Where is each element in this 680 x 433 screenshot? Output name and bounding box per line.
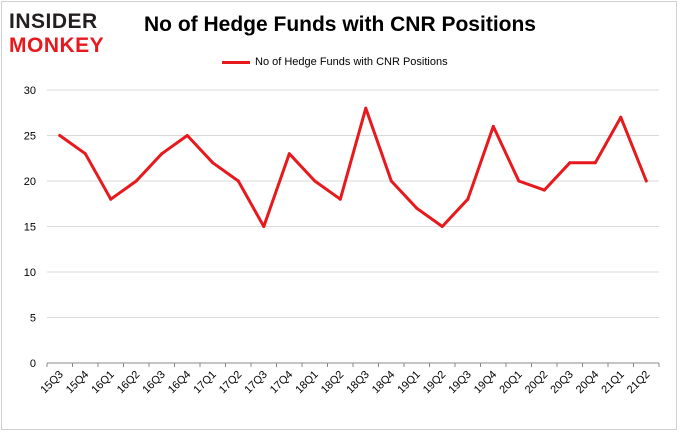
x-tick-label: 18Q2	[319, 369, 347, 397]
data-point	[644, 179, 648, 183]
legend-label: No of Hedge Funds with CNR Positions	[255, 56, 448, 68]
x-tick-label: 20Q4	[574, 369, 602, 397]
x-tick-label: 17Q2	[217, 369, 245, 397]
data-point	[466, 197, 470, 201]
data-point	[160, 152, 164, 156]
y-tick-label: 0	[30, 358, 36, 370]
data-point	[109, 197, 113, 201]
x-tick-label: 19Q1	[395, 369, 423, 397]
data-point	[236, 179, 240, 183]
x-tick-label: 17Q4	[268, 369, 296, 397]
data-point	[491, 124, 495, 128]
x-tick-label: 21Q2	[625, 369, 653, 397]
data-point	[338, 197, 342, 201]
x-tick-label: 16Q1	[89, 369, 117, 397]
y-tick-label: 10	[24, 267, 36, 279]
x-tick-label: 18Q4	[370, 369, 398, 397]
data-point	[517, 179, 521, 183]
logo-line1: INSIDER	[9, 10, 98, 33]
series-line	[58, 106, 648, 228]
logo-line2: MONKEY	[9, 34, 104, 56]
y-tick-label: 30	[24, 85, 36, 97]
x-tick-label: 19Q2	[421, 369, 449, 397]
legend: No of Hedge Funds with CNR Positions	[222, 54, 448, 70]
y-tick-label: 25	[24, 131, 36, 143]
data-point	[185, 134, 189, 137]
data-point	[313, 179, 317, 183]
data-point	[619, 115, 623, 119]
data-point	[542, 188, 546, 192]
y-tick-label: 5	[30, 313, 36, 325]
x-tick-label: 21Q1	[599, 369, 627, 397]
data-point	[440, 225, 444, 228]
legend-swatch	[222, 60, 250, 64]
x-tick-label: 16Q4	[166, 369, 194, 397]
data-point	[211, 161, 215, 165]
data-point	[364, 106, 368, 110]
x-tick-label: 20Q3	[548, 369, 576, 397]
data-point	[389, 179, 393, 183]
x-tick-label: 17Q3	[242, 369, 270, 397]
x-tick-label: 15Q3	[38, 369, 66, 397]
insider-monkey-logo: INSIDER MONKEY	[9, 10, 104, 56]
data-point	[134, 179, 138, 183]
data-point	[415, 206, 419, 210]
data-point	[568, 161, 572, 165]
data-point	[262, 225, 266, 228]
x-tick-label: 20Q1	[497, 369, 525, 397]
chart-title: No of Hedge Funds with CNR Positions	[144, 13, 536, 36]
x-tick-label: 20Q2	[523, 369, 551, 397]
data-point	[58, 134, 62, 137]
y-tick-label: 15	[24, 222, 36, 234]
x-tick-label: 16Q3	[140, 369, 168, 397]
data-point	[593, 161, 597, 165]
data-point	[83, 152, 87, 156]
y-tick-label: 20	[24, 176, 36, 188]
x-tick-label: 19Q4	[472, 369, 500, 397]
x-tick-label: 18Q1	[293, 369, 321, 397]
x-tick-label: 15Q4	[64, 369, 92, 397]
x-tick-label: 19Q3	[446, 369, 474, 397]
x-tick-label: 18Q3	[344, 369, 372, 397]
x-tick-label: 16Q2	[115, 369, 143, 397]
data-point	[287, 152, 291, 156]
x-tick-label: 17Q1	[191, 369, 219, 397]
